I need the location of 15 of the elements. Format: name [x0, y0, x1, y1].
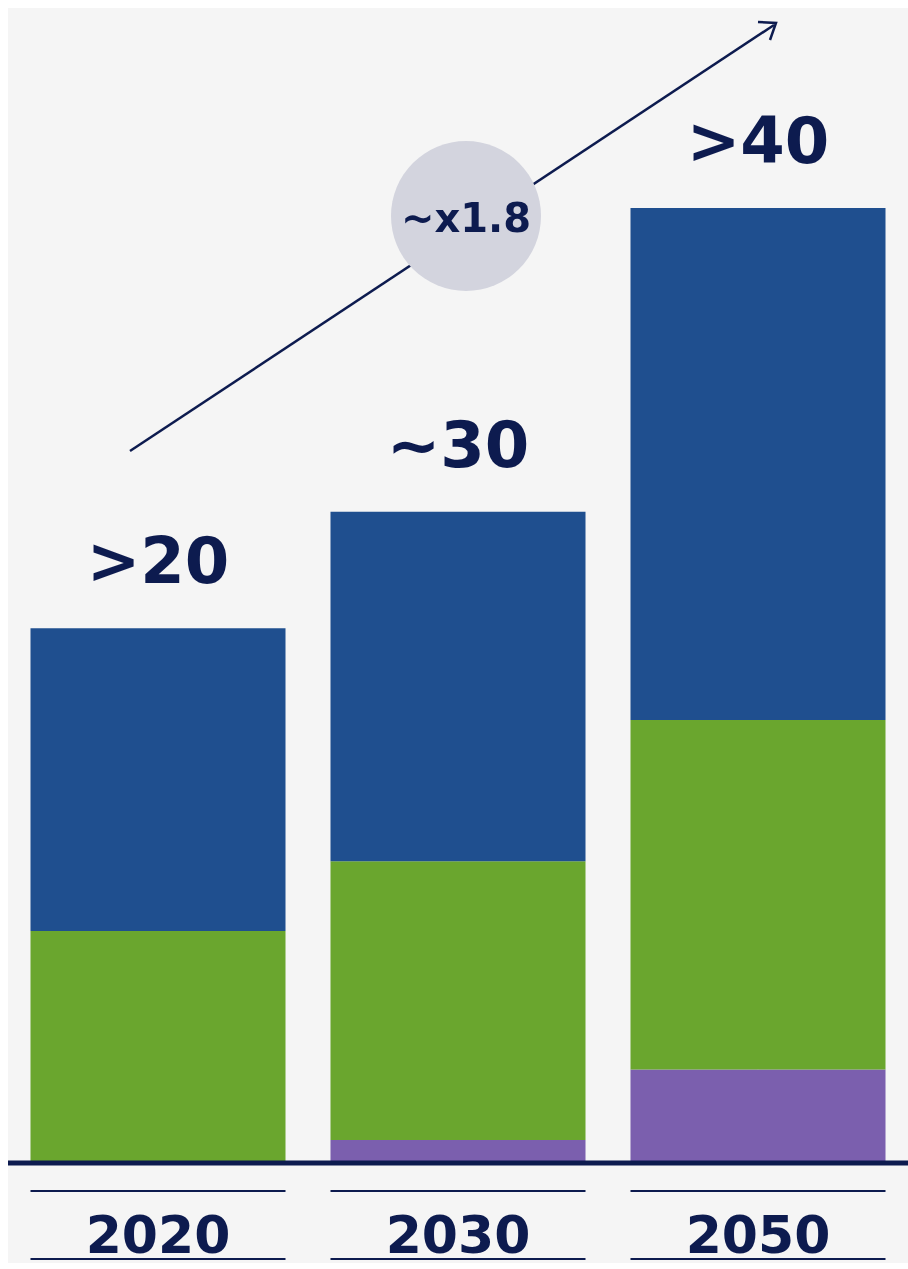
bar [630, 208, 886, 720]
bar [630, 719, 886, 1070]
bar [330, 861, 586, 1141]
bar [30, 628, 286, 931]
bar [330, 511, 586, 862]
annotation: >20 [86, 524, 230, 599]
annotation: >40 [686, 104, 830, 178]
annotation: ~x1.8 [400, 195, 532, 241]
bar [30, 930, 286, 1163]
x-tick-label: 2030 [385, 1205, 531, 1265]
x-tick-label: 2050 [685, 1205, 831, 1265]
bar [330, 1140, 586, 1163]
annotation: ~30 [386, 407, 530, 482]
x-tick-label: 2020 [85, 1205, 231, 1265]
bar [630, 1069, 886, 1163]
